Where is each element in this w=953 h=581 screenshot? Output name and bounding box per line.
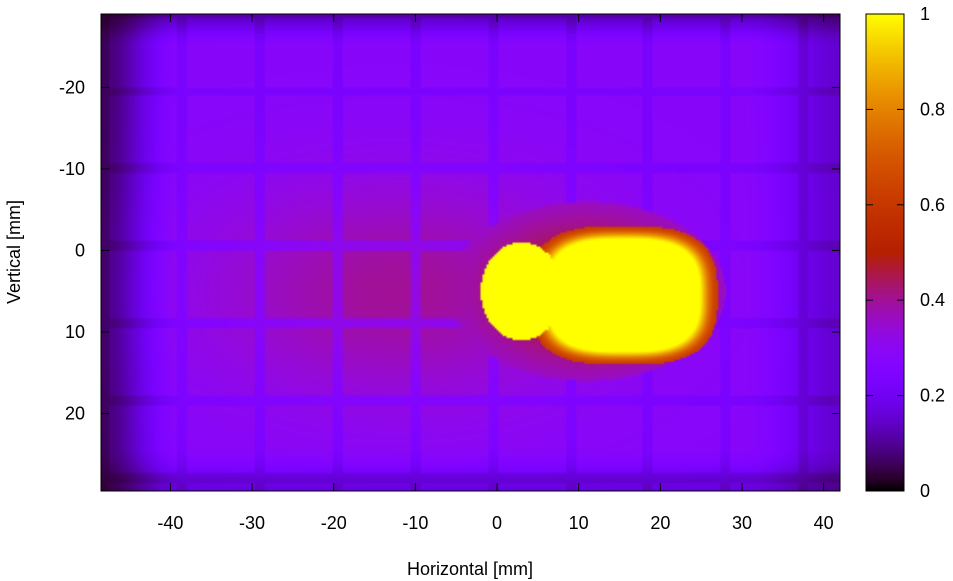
y-tick-label: 20 bbox=[65, 404, 85, 424]
colorbar-tick-label: 0.6 bbox=[920, 195, 945, 215]
x-tick-label: -10 bbox=[402, 513, 428, 533]
x-tick-label: 0 bbox=[492, 513, 502, 533]
x-tick-label: 30 bbox=[732, 513, 752, 533]
y-tick-label: -20 bbox=[59, 77, 85, 97]
y-tick-label: 0 bbox=[75, 240, 85, 260]
colorbar-tick-label: 1 bbox=[920, 4, 930, 24]
y-axis-label: Vertical [mm] bbox=[4, 200, 24, 304]
x-tick-label: -40 bbox=[157, 513, 183, 533]
colorbar: 0 0.2 0.4 0.6 0.8 1 bbox=[865, 4, 945, 501]
x-axis: -40 -30 -20 -10 0 10 20 30 40 bbox=[157, 14, 834, 533]
x-tick-label: 40 bbox=[814, 513, 834, 533]
colorbar-tick-label: 0.4 bbox=[920, 290, 945, 310]
x-axis-label: Horizontal [mm] bbox=[407, 559, 533, 579]
y-axis: -20 -10 0 10 20 bbox=[59, 77, 840, 424]
x-tick-label: -30 bbox=[239, 513, 265, 533]
heatmap-plot-area bbox=[100, 13, 841, 492]
y-tick-label: -10 bbox=[59, 159, 85, 179]
y-tick-label: 10 bbox=[65, 322, 85, 342]
colorbar-tick-label: 0.2 bbox=[920, 386, 945, 406]
colorbar-tick-label: 0.8 bbox=[920, 99, 945, 119]
x-tick-label: -20 bbox=[321, 513, 347, 533]
colorbar-gradient bbox=[865, 13, 905, 492]
colorbar-tick-label: 0 bbox=[920, 481, 930, 501]
heatmap-image bbox=[101, 14, 840, 491]
x-tick-label: 10 bbox=[569, 513, 589, 533]
x-tick-label: 20 bbox=[650, 513, 670, 533]
plot-frame bbox=[100, 13, 841, 492]
colorbar-ticks: 0 0.2 0.4 0.6 0.8 1 bbox=[866, 4, 945, 501]
